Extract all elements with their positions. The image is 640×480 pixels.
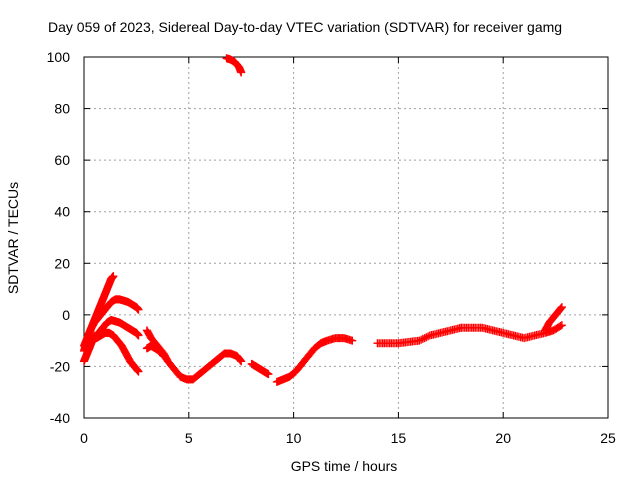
series-arc-11 <box>373 323 466 348</box>
y-tick-label: -20 <box>50 358 70 374</box>
axis-ticks <box>83 56 609 419</box>
x-tick-label: 5 <box>185 430 193 446</box>
series-arc-10 <box>272 334 357 386</box>
chart-title: Day 059 of 2023, Sidereal Day-to-day VTE… <box>48 19 562 35</box>
x-tick-label: 10 <box>286 430 302 446</box>
series-arc-5 <box>80 331 99 366</box>
data-point <box>264 370 273 379</box>
data-point <box>418 334 427 343</box>
data-point <box>420 334 429 343</box>
data-point <box>237 68 246 77</box>
grid-lines <box>84 57 608 418</box>
x-tick-labels: 0 5 10 15 20 25 <box>80 430 616 446</box>
data-point <box>424 332 433 341</box>
plot-frame <box>83 56 609 419</box>
y-tick-label: 60 <box>54 152 70 168</box>
series-arc-6 <box>142 326 246 384</box>
y-tick-label: 0 <box>62 307 70 323</box>
x-axis-label: GPS time / hours <box>291 458 398 474</box>
data-point <box>134 305 143 314</box>
data-point <box>415 336 424 345</box>
data-point <box>557 321 566 330</box>
data-point <box>417 335 426 344</box>
series-arc-7 <box>142 341 168 361</box>
y-tick-label: -40 <box>50 410 70 426</box>
data-point <box>556 322 565 331</box>
y-tick-label: 100 <box>47 49 71 65</box>
data-point <box>134 367 143 376</box>
series-arc-8 <box>222 54 246 77</box>
data-point <box>134 331 143 340</box>
data-point <box>348 336 357 345</box>
x-tick-label: 15 <box>391 430 407 446</box>
x-tick-label: 20 <box>495 430 511 446</box>
series-arc-9 <box>247 359 273 379</box>
y-tick-label: 40 <box>54 204 70 220</box>
x-tick-label: 25 <box>600 430 616 446</box>
data-point <box>159 352 168 361</box>
y-tick-labels: -40 -20 0 20 40 60 80 100 <box>47 49 71 426</box>
data-point <box>237 357 246 366</box>
series-arc-13 <box>541 303 566 335</box>
data-point <box>109 272 118 281</box>
y-axis-label: SDTVAR / TECUs <box>5 182 21 294</box>
data-point <box>422 333 431 342</box>
y-tick-label: 80 <box>54 101 70 117</box>
data-points <box>80 54 566 386</box>
data-point <box>557 303 566 312</box>
data-point <box>90 331 99 340</box>
x-tick-label: 0 <box>80 430 88 446</box>
y-tick-label: 20 <box>54 255 70 271</box>
